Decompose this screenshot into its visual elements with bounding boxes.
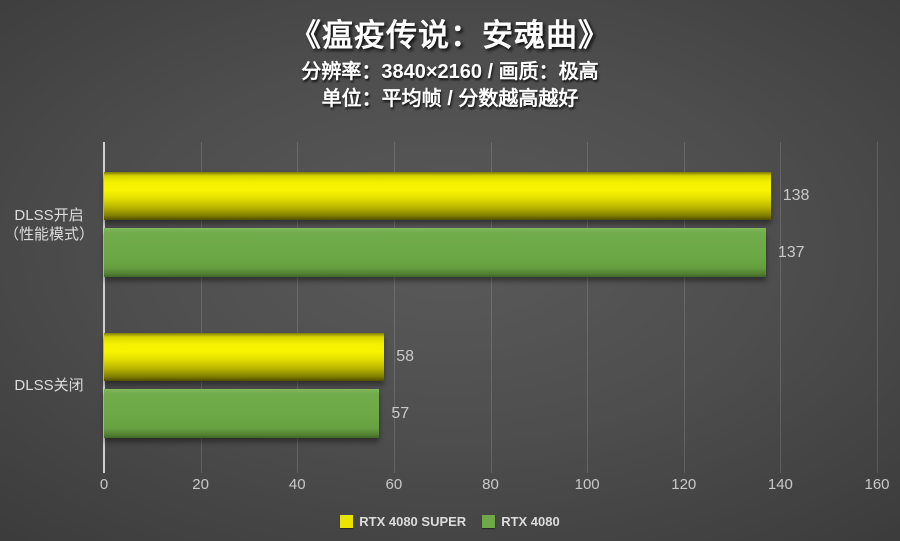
bar-value-label: 58 bbox=[396, 348, 414, 365]
x-tick-label: 0 bbox=[99, 476, 109, 493]
y-axis-line bbox=[103, 142, 105, 473]
bar-group: DLSS关闭 58 57 bbox=[14, 333, 877, 438]
x-tick-label: 20 bbox=[192, 476, 209, 493]
category-label-line: DLSS关闭 bbox=[14, 377, 84, 394]
gridline bbox=[780, 142, 782, 473]
category-label: DLSS关闭 bbox=[0, 333, 98, 438]
plot-area: 0 20 40 60 80 100 120 140 160 DLSS开启 （性能模式） 138 137 D… bbox=[4, 142, 890, 493]
legend: RTX 4080 SUPER RTX 4080 bbox=[0, 512, 900, 530]
bar-value-label: 137 bbox=[777, 243, 805, 261]
bar-rtx-4080-super bbox=[104, 333, 385, 381]
bar-row: 137 bbox=[104, 228, 877, 277]
bar-value-label: 138 bbox=[782, 187, 810, 204]
gridline bbox=[297, 142, 299, 473]
x-tick-label: 80 bbox=[482, 476, 499, 493]
category-label: DLSS开启 （性能模式） bbox=[0, 172, 98, 277]
gridline bbox=[683, 142, 685, 473]
bar-rtx-4080-super bbox=[104, 172, 771, 220]
category-label-line: DLSS开启 bbox=[14, 206, 84, 224]
gridline bbox=[877, 142, 878, 473]
bar-value-label: 57 bbox=[391, 404, 410, 422]
chart-subtitle-unit: 单位：平均帧 / 分数越高越好 bbox=[321, 88, 579, 110]
x-tick-label: 120 bbox=[671, 476, 697, 493]
x-tick-label: 100 bbox=[574, 476, 600, 493]
chart-title: 《瘟疫传说：安魂曲》 bbox=[290, 18, 610, 53]
bar-row: 58 bbox=[104, 333, 877, 381]
x-tick-label: 60 bbox=[385, 476, 403, 493]
gridline bbox=[393, 142, 395, 473]
legend-item: RTX 4080 bbox=[482, 514, 560, 529]
bar-group: DLSS开启 （性能模式） 138 137 bbox=[4, 172, 877, 277]
bar-rtx-4080 bbox=[104, 389, 380, 438]
legend-item: RTX 4080 SUPER bbox=[340, 514, 466, 529]
bar-rtx-4080 bbox=[104, 228, 766, 277]
legend-label: RTX 4080 SUPER bbox=[359, 513, 467, 529]
x-tick-label: 40 bbox=[288, 476, 306, 493]
gridline bbox=[490, 142, 492, 473]
gridline bbox=[587, 142, 589, 473]
legend-swatch bbox=[482, 514, 496, 528]
bar-row: 138 bbox=[104, 172, 877, 220]
bar-row: 57 bbox=[104, 389, 877, 438]
x-tick-label: 140 bbox=[767, 476, 793, 493]
legend-swatch bbox=[340, 514, 354, 528]
legend-label: RTX 4080 bbox=[501, 513, 560, 529]
x-tick-label: 160 bbox=[864, 476, 890, 493]
category-label-line: （性能模式） bbox=[3, 225, 94, 243]
chart-header: 《瘟疫传说：安魂曲》 分辨率：3840×2160 / 画质：极高 单位：平均帧 … bbox=[0, 10, 900, 113]
gridline bbox=[200, 142, 202, 473]
chart-subtitle-resolution: 分辨率：3840×2160 / 画质：极高 bbox=[301, 61, 599, 83]
